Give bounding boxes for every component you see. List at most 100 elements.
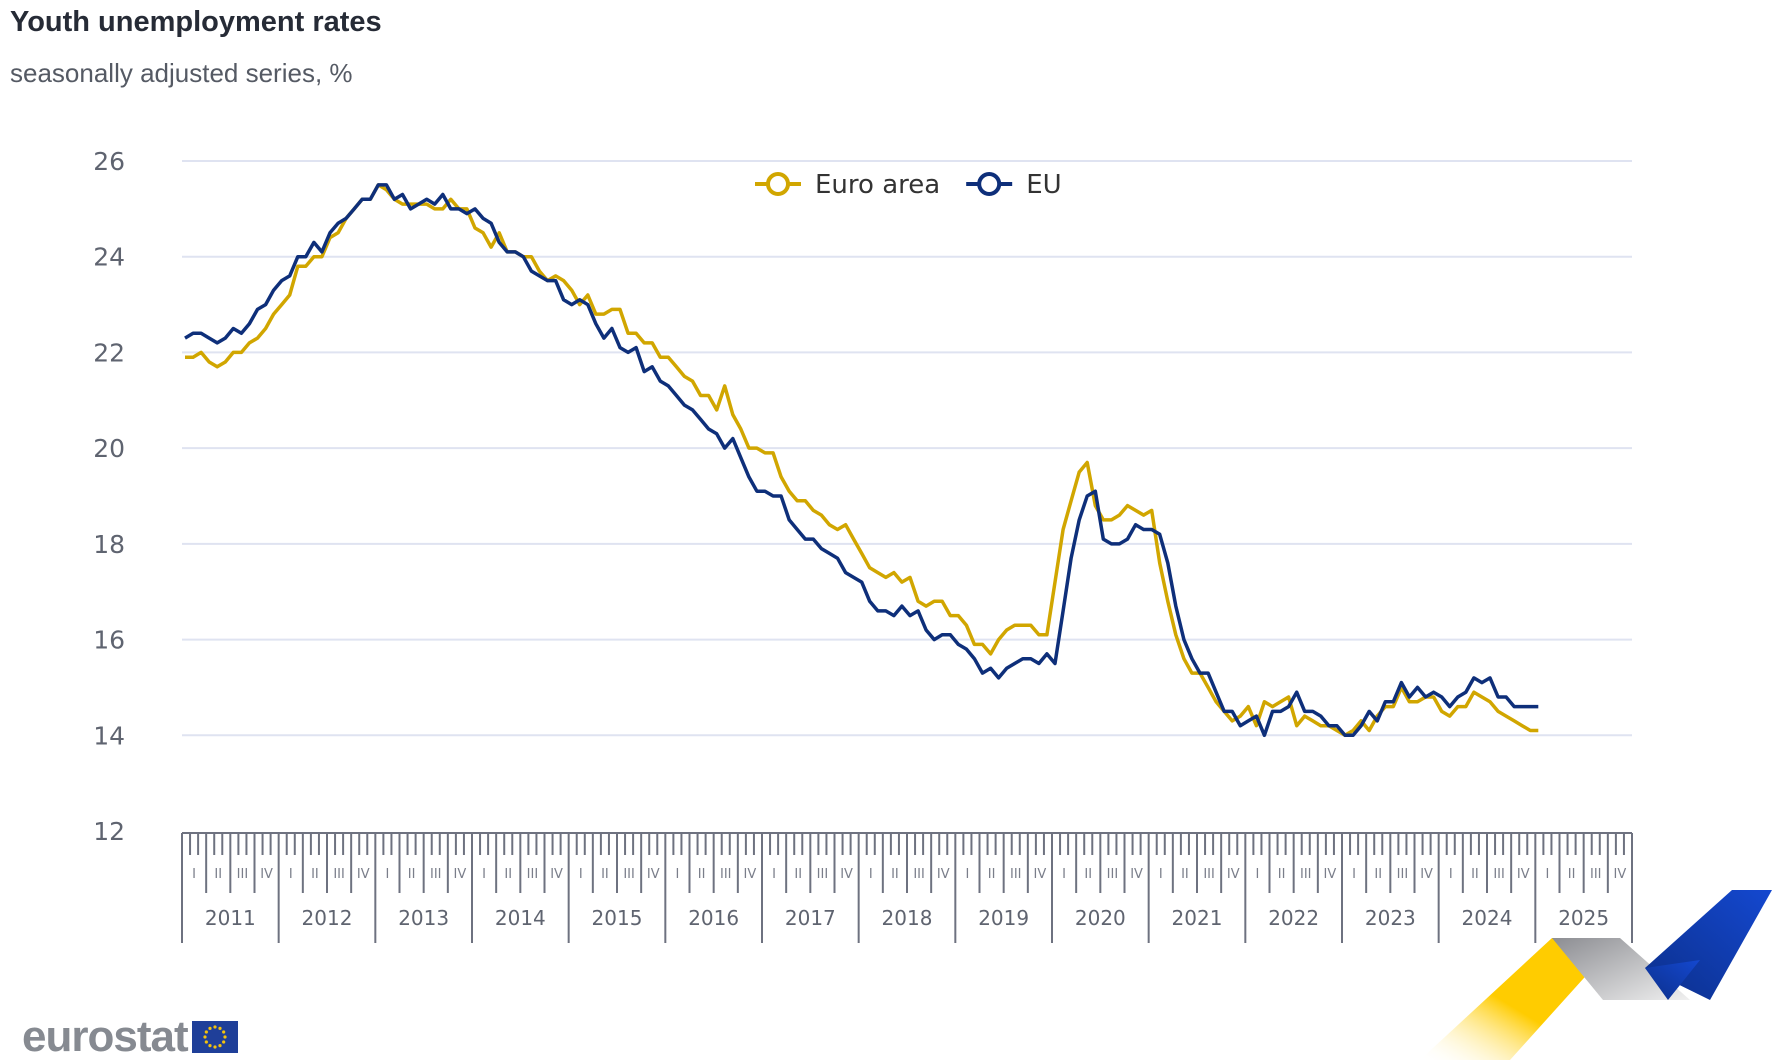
year-label: 2013 — [398, 906, 449, 930]
quarter-label: I — [385, 867, 389, 882]
quarter-label: II — [408, 867, 416, 882]
quarter-label: III — [720, 867, 732, 882]
quarter-label: IV — [647, 867, 660, 882]
logo-text: eurostat — [22, 1012, 189, 1061]
quarter-label: IV — [937, 867, 950, 882]
eu-flag-icon — [191, 1021, 238, 1053]
year-label: 2021 — [1172, 906, 1223, 930]
quarter-label: I — [1255, 867, 1259, 882]
quarter-label: IV — [1034, 867, 1047, 882]
quarter-label: I — [482, 867, 486, 882]
flag-star — [217, 1026, 222, 1030]
series-line-eu — [184, 183, 1539, 738]
quarter-label: I — [869, 867, 873, 882]
quarter-label: II — [1084, 867, 1092, 882]
quarter-label: IV — [260, 867, 273, 882]
quarter-label: III — [333, 867, 345, 882]
quarter-label: III — [237, 867, 249, 882]
y-tick-label: 14 — [93, 721, 125, 750]
quarter-label: IV — [1517, 867, 1530, 882]
quarter-label: IV — [1227, 867, 1240, 882]
year-label: 2023 — [1365, 906, 1416, 930]
quarter-label: III — [1590, 867, 1602, 882]
legend-label: EU — [1026, 170, 1061, 200]
series-line-euro-area — [185, 183, 1539, 738]
quarter-label: I — [579, 867, 583, 882]
quarter-label: I — [675, 867, 679, 882]
quarter-label: III — [1493, 867, 1505, 882]
quarter-label: IV — [1420, 867, 1433, 882]
quarter-label: II — [504, 867, 512, 882]
year-label: 2018 — [882, 906, 933, 930]
year-label: 2012 — [302, 906, 353, 930]
flag-star — [222, 1035, 227, 1039]
quarter-label: I — [772, 867, 776, 882]
year-label: 2025 — [1558, 906, 1609, 930]
quarter-label: I — [289, 867, 293, 882]
eurostat-logo: eurostat — [22, 1012, 238, 1062]
quarter-label: IV — [550, 867, 563, 882]
legend-marker-icon — [977, 172, 1002, 196]
quarter-label: II — [1278, 867, 1286, 882]
quarter-label: II — [1471, 867, 1479, 882]
quarter-label: II — [988, 867, 996, 882]
year-label: 2017 — [785, 906, 836, 930]
flag-star — [202, 1035, 207, 1039]
quarter-label: II — [214, 867, 222, 882]
y-tick-label: 18 — [93, 530, 125, 559]
quarter-label: III — [1010, 867, 1022, 882]
quarter-label: II — [698, 867, 706, 882]
y-tick-label: 16 — [93, 626, 125, 655]
flag-star — [207, 1026, 212, 1030]
quarter-label: I — [1352, 867, 1356, 882]
quarter-label: III — [1300, 867, 1312, 882]
year-label: 2022 — [1268, 906, 1319, 930]
year-label: 2015 — [592, 906, 643, 930]
quarter-label: III — [430, 867, 442, 882]
y-tick-label: 22 — [93, 338, 125, 367]
year-label: 2020 — [1075, 906, 1126, 930]
year-label: 2011 — [205, 906, 256, 930]
year-label: 2014 — [495, 906, 546, 930]
quarter-label: II — [1374, 867, 1382, 882]
year-label: 2019 — [978, 906, 1029, 930]
year-label: 2016 — [688, 906, 739, 930]
quarter-label: IV — [744, 867, 757, 882]
quarter-label: III — [623, 867, 635, 882]
y-tick-label: 24 — [93, 243, 125, 272]
quarter-label: I — [1159, 867, 1163, 882]
quarter-label: II — [891, 867, 899, 882]
legend-item-euro-area[interactable]: Euro area — [755, 170, 940, 200]
quarter-label: III — [1107, 867, 1119, 882]
flag-star — [204, 1030, 208, 1034]
chart-subtitle: seasonally adjusted series, % — [10, 58, 353, 88]
chart-title: Youth unemployment rates — [10, 6, 382, 38]
quarter-label: II — [794, 867, 802, 882]
quarter-label: II — [1181, 867, 1189, 882]
year-label: 2024 — [1462, 906, 1513, 930]
y-tick-label: 26 — [93, 147, 125, 176]
quarter-label: II — [311, 867, 319, 882]
flag-star — [221, 1040, 225, 1044]
quarter-label: I — [192, 867, 196, 882]
quarter-label: III — [1397, 867, 1409, 882]
quarter-label: II — [1568, 867, 1576, 882]
quarter-label: IV — [1130, 867, 1143, 882]
quarter-label: I — [1545, 867, 1549, 882]
quarter-label: I — [1449, 867, 1453, 882]
y-tick-label: 20 — [93, 434, 125, 463]
flag-star — [207, 1044, 212, 1048]
quarter-label: III — [913, 867, 925, 882]
quarter-label: III — [817, 867, 829, 882]
quarter-label: IV — [454, 867, 467, 882]
quarter-label: III — [527, 867, 539, 882]
quarter-label: III — [1203, 867, 1215, 882]
quarter-label: IV — [840, 867, 853, 882]
legend-marker-icon — [766, 172, 790, 196]
y-tick-label: 12 — [93, 817, 125, 846]
quarter-label: I — [1062, 867, 1066, 882]
legend-item-eu[interactable]: EU — [966, 170, 1062, 200]
flag-star — [212, 1045, 217, 1049]
quarter-label: IV — [1614, 867, 1627, 882]
quarter-label: II — [601, 867, 609, 882]
